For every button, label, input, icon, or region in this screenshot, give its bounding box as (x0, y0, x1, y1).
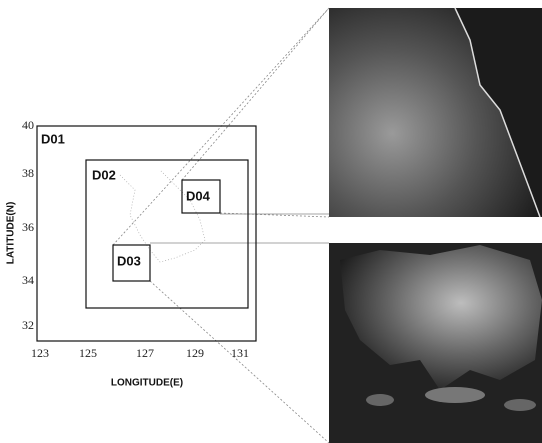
y-tick-label: 34 (22, 273, 34, 287)
x-tick-label: 125 (79, 346, 97, 360)
domain-label: D02 (92, 167, 116, 182)
photo-d03 (329, 243, 542, 443)
x-tick-label: 123 (31, 346, 49, 360)
domain-d01 (37, 126, 256, 341)
y-tick-label: 38 (22, 166, 34, 180)
figure-canvas: D01 D02 D03 D04 123 125 127 129 131 40 3… (0, 0, 542, 443)
y-tick-label: 32 (22, 318, 34, 332)
domain-label: D04 (186, 188, 211, 203)
domain-label: D03 (117, 253, 141, 268)
x-tick-label: 129 (186, 346, 204, 360)
y-axis-label: LATITUDE(N) (6, 202, 17, 265)
y-tick-label: 40 (22, 118, 34, 132)
domain-label: D01 (41, 131, 65, 146)
coastline (120, 170, 205, 262)
y-tick-label: 36 (22, 220, 34, 234)
x-tick-label: 131 (231, 346, 249, 360)
photo-d04 (329, 8, 542, 217)
x-tick-label: 127 (136, 346, 154, 360)
figure: D01 D02 D03 D04 123 125 127 129 131 40 3… (0, 0, 542, 443)
x-axis-label: LONGITUDE(E) (111, 378, 183, 389)
